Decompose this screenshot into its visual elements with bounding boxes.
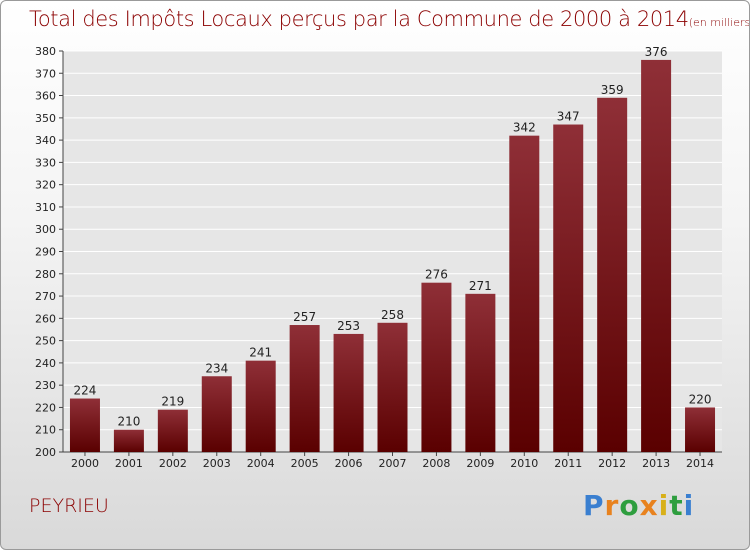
x-tick-label: 2003 [203, 457, 231, 470]
x-tick-label: 2008 [422, 457, 450, 470]
x-tick-label: 2005 [291, 457, 319, 470]
x-tick-label: 2010 [510, 457, 538, 470]
y-tick-label: 370 [35, 67, 56, 80]
bar [245, 360, 276, 452]
data-label: 241 [249, 346, 272, 360]
bar [69, 398, 100, 452]
y-tick-label: 360 [35, 90, 56, 103]
data-label: 257 [293, 310, 316, 324]
y-tick-label: 290 [35, 246, 56, 259]
bar [333, 333, 364, 452]
chart-title-text: Total des Impôts Locaux perçus par la Co… [29, 7, 689, 31]
data-label: 219 [161, 395, 184, 409]
y-tick-label: 230 [35, 379, 56, 392]
y-tick-label: 300 [35, 223, 56, 236]
y-tick-label: 260 [35, 312, 56, 325]
x-tick-label: 2011 [554, 457, 582, 470]
bar [597, 97, 628, 453]
bar [553, 124, 584, 453]
commune-name: PEYRIEU [29, 495, 109, 517]
proxiti-logo: Proxiti [583, 489, 695, 522]
bar [157, 409, 188, 452]
y-tick-label: 240 [35, 357, 56, 370]
y-tick-label: 250 [35, 335, 56, 348]
data-label: 224 [74, 384, 97, 398]
y-tick-label: 270 [35, 290, 56, 303]
y-tick-label: 320 [35, 179, 56, 192]
x-tick-label: 2013 [642, 457, 670, 470]
data-label: 220 [689, 392, 712, 406]
data-label: 376 [645, 45, 668, 59]
x-tick-label: 2004 [247, 457, 275, 470]
x-tick-label: 2006 [335, 457, 363, 470]
bar [201, 376, 232, 452]
x-tick-label: 2007 [379, 457, 407, 470]
data-label: 271 [469, 279, 492, 293]
bar [113, 429, 144, 452]
data-label: 347 [557, 110, 580, 124]
data-label: 342 [513, 121, 536, 135]
y-tick-label: 210 [35, 424, 56, 437]
data-label: 234 [205, 361, 228, 375]
y-tick-label: 350 [35, 112, 56, 125]
x-tick-label: 2002 [159, 457, 187, 470]
x-tick-label: 2009 [466, 457, 494, 470]
x-tick-label: 2012 [598, 457, 626, 470]
chart-unit: (en milliers d'€) [688, 16, 750, 29]
bar [685, 407, 716, 452]
y-tick-label: 220 [35, 401, 56, 414]
bar [377, 322, 408, 452]
data-label: 210 [117, 415, 140, 429]
bar [289, 325, 320, 452]
x-tick-label: 2000 [71, 457, 99, 470]
data-label: 276 [425, 268, 448, 282]
data-label: 258 [381, 308, 404, 322]
bar [509, 135, 540, 452]
y-tick-label: 380 [35, 45, 56, 58]
bar [465, 293, 496, 452]
y-tick-label: 280 [35, 268, 56, 281]
x-tick-label: 2001 [115, 457, 143, 470]
y-tick-label: 310 [35, 201, 56, 214]
bar [641, 59, 672, 453]
y-tick-label: 200 [35, 446, 56, 459]
x-tick-label: 2014 [686, 457, 714, 470]
y-tick-label: 330 [35, 156, 56, 169]
chart-title: Total des Impôts Locaux perçus par la Co… [29, 7, 750, 31]
data-label: 359 [601, 83, 624, 97]
data-label: 253 [337, 319, 360, 333]
bar [421, 282, 452, 452]
y-tick-label: 340 [35, 134, 56, 147]
